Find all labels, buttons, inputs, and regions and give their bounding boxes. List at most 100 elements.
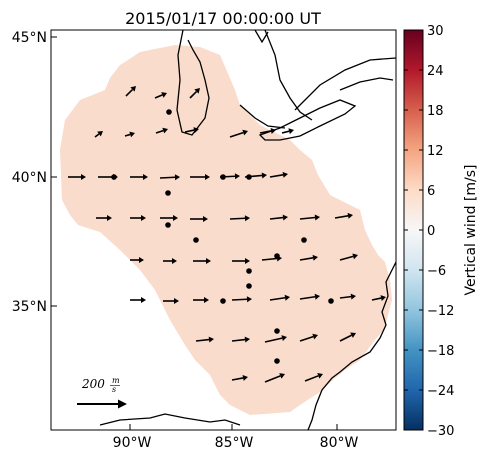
wind-arrow-head xyxy=(312,333,318,340)
wind-arrow-head xyxy=(350,332,356,338)
wind-arrow-shaft xyxy=(231,377,244,381)
wind-arrow-head xyxy=(276,255,282,262)
wind-arrow-shaft xyxy=(269,174,284,178)
colorbar-tick-label: −12 xyxy=(427,304,454,319)
wind-arrow-head xyxy=(97,131,103,137)
lat-label-40: 40°N xyxy=(12,170,47,186)
wind-arrow-shaft xyxy=(269,216,284,220)
wind-arrow-head xyxy=(234,173,240,180)
station-dot xyxy=(165,222,171,228)
wind-arrow-shaft xyxy=(94,133,100,138)
wind-arrow-shaft xyxy=(299,295,316,300)
station-dot xyxy=(274,358,280,364)
colorbar-ticks: 30 24 18 12 6 0 −6 −12 −18 −24 −30 xyxy=(404,24,454,439)
wind-arrow-head xyxy=(129,131,135,138)
wind-arrow-head xyxy=(107,215,112,221)
scale-label-unit-bottom: s xyxy=(112,385,116,394)
wind-arrow-head xyxy=(246,296,252,303)
wind-arrow-shaft xyxy=(229,131,244,138)
lat-label-45: 45°N xyxy=(12,30,47,46)
wind-arrow-shaft xyxy=(299,335,314,342)
lon-label-90: 90°W xyxy=(113,435,152,451)
colorbar-tick-label: −18 xyxy=(427,344,454,359)
colorbar-tick-label: −24 xyxy=(427,384,454,399)
wind-arrow-head xyxy=(282,171,288,178)
wind-arrow-head xyxy=(204,297,209,303)
wind-arrow-shaft xyxy=(334,215,349,219)
map-frame xyxy=(50,29,397,431)
scale-key: 200 m s xyxy=(77,376,127,409)
wind-arrows xyxy=(68,86,386,383)
lat-ticks xyxy=(51,36,57,307)
colorbar-tick-label: 18 xyxy=(427,104,444,119)
station-dot xyxy=(220,298,226,304)
wind-arrow-shaft xyxy=(125,88,134,97)
wind-arrow-shaft xyxy=(299,216,316,220)
wind-arrow-head xyxy=(242,129,248,136)
wind-arrow-head xyxy=(203,216,208,222)
wind-arrow-shaft xyxy=(154,94,163,99)
wind-arrow-head xyxy=(174,298,179,304)
wind-arrow-shaft xyxy=(231,338,246,342)
wind-arrow-head xyxy=(206,258,211,264)
station-dot xyxy=(274,328,280,334)
wind-arrow-head xyxy=(194,88,200,94)
wind-arrow-head xyxy=(208,336,214,343)
station-dot xyxy=(165,190,171,196)
wind-arrow-shaft xyxy=(339,255,354,261)
wind-arrow-head xyxy=(162,127,168,134)
lon-ticks xyxy=(129,424,338,430)
wind-arrow-shaft xyxy=(261,257,278,261)
wind-arrow-shaft xyxy=(339,295,352,299)
wind-arrow-head xyxy=(141,297,146,303)
wind-arrow-shaft xyxy=(195,338,210,342)
wind-arrow-shaft xyxy=(231,298,248,301)
wind-arrow-head xyxy=(282,214,288,221)
wind-arrow-head xyxy=(130,86,136,92)
station-dot xyxy=(246,268,252,274)
wind-arrow-shaft xyxy=(264,337,283,343)
colorbar-tick-label: 6 xyxy=(427,184,435,199)
wind-arrow-head xyxy=(139,257,144,263)
wind-arrow-head xyxy=(143,174,148,180)
station-dot xyxy=(301,237,307,243)
wind-arrow-head xyxy=(244,215,250,222)
wind-arrow-shaft xyxy=(155,129,164,134)
wind-arrow-head xyxy=(314,293,320,300)
wind-arrow-shaft xyxy=(229,217,246,220)
wind-arrow-head xyxy=(279,373,285,379)
station-dot xyxy=(166,109,172,115)
colorbar-label: Vertical wind [m/s] xyxy=(463,165,479,296)
colorbar-tick-label: −30 xyxy=(427,424,454,439)
wind-arrow-shaft xyxy=(124,133,131,137)
wind-arrow-head xyxy=(242,374,248,381)
wind-arrow-head xyxy=(380,295,386,301)
wind-arrow-shaft xyxy=(371,297,382,301)
wind-arrow-head xyxy=(172,258,177,264)
wind-arrow-shaft xyxy=(189,90,198,99)
wind-arrow-head xyxy=(312,254,318,261)
wind-arrow-head xyxy=(141,215,146,221)
wind-arrow-head xyxy=(317,373,323,379)
wind-arrow-head xyxy=(347,212,353,219)
wind-arrow-shaft xyxy=(244,174,263,178)
wind-arrow-head xyxy=(350,293,356,300)
vertical-wind-field xyxy=(60,45,392,415)
wind-arrow-head xyxy=(270,127,276,134)
wind-arrow-shaft xyxy=(299,257,314,261)
wind-arrow-head xyxy=(244,336,250,343)
scale-arrow-head xyxy=(118,399,127,409)
scale-label-number: 200 xyxy=(81,377,105,391)
station-dot xyxy=(246,283,252,289)
lat-label-35: 35°N xyxy=(12,299,47,315)
wind-arrow-shaft xyxy=(264,375,281,383)
wind-arrow-head xyxy=(193,127,199,133)
colorbar-tick-label: 0 xyxy=(427,224,435,239)
station-dot xyxy=(193,237,199,243)
wind-arrow-head xyxy=(245,258,250,264)
scale-label-unit-top: m xyxy=(112,376,120,385)
wind-arrow-head xyxy=(205,174,210,180)
colorbar-tick-label: −6 xyxy=(427,264,446,279)
wind-arrow-head xyxy=(288,128,294,135)
